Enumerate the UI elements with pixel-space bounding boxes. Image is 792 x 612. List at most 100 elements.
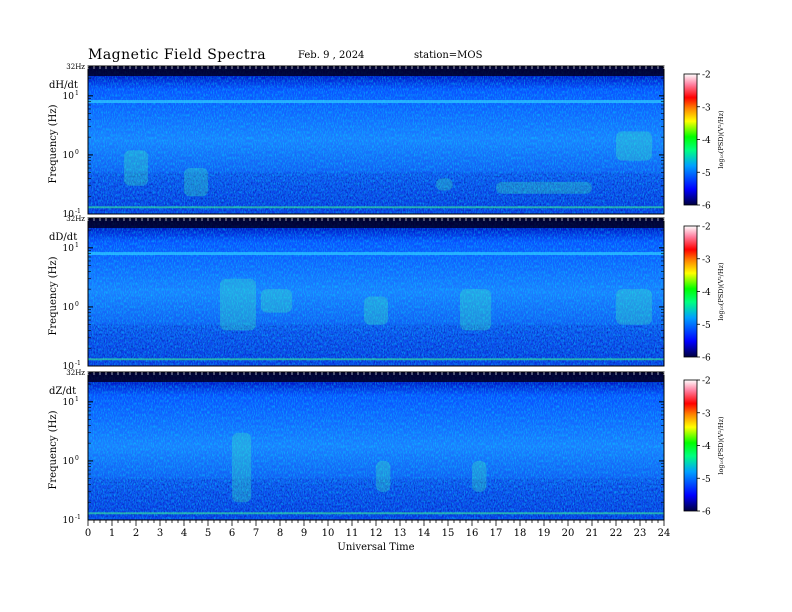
spectral-line-low xyxy=(88,206,664,209)
x-tick-label: 14 xyxy=(418,528,431,539)
colorbar-tick-label: -3 xyxy=(702,255,711,265)
colorbar-tick-label: -5 xyxy=(702,475,711,485)
page-title: Magnetic Field Spectra xyxy=(88,47,267,63)
x-tick-label: 16 xyxy=(466,528,479,539)
colorbar-tick-label: -3 xyxy=(702,103,711,113)
y-tick-label: 10 xyxy=(63,92,75,102)
spectrogram-low-band xyxy=(88,172,664,212)
y-tick-label: 10 xyxy=(63,210,75,220)
y-axis-label: Frequency (Hz) xyxy=(48,256,59,335)
spectral-line-low xyxy=(88,512,664,515)
x-tick-label: 23 xyxy=(634,528,647,539)
activity-patch xyxy=(616,131,652,161)
colorbar-tick-label: -6 xyxy=(702,508,711,518)
y-tick-exponent: 0 xyxy=(75,149,79,156)
x-tick-label: 3 xyxy=(157,528,163,539)
colorbar xyxy=(683,225,698,358)
colorbar-label: log₁₀(PSD)(V²/Hz) xyxy=(717,416,725,475)
spectrogram-top-band xyxy=(88,218,664,228)
colorbar-tick-label: -2 xyxy=(702,377,711,387)
activity-patch xyxy=(232,432,252,503)
colorbar-tick-label: -5 xyxy=(702,169,711,179)
x-tick-label: 4 xyxy=(181,528,187,539)
x-tick-label: 5 xyxy=(205,528,211,539)
y-tick-label: 10 xyxy=(63,303,75,313)
y-tick-exponent: -1 xyxy=(75,360,81,367)
activity-patch xyxy=(472,460,487,492)
top-freq-label: 32Hz xyxy=(66,63,85,71)
y-axis-label: Frequency (Hz) xyxy=(48,104,59,183)
x-tick-label: 6 xyxy=(229,528,235,539)
y-tick-exponent: -1 xyxy=(75,208,81,215)
spectrogram-low-band xyxy=(88,324,664,364)
colorbar-tick-label: -4 xyxy=(702,288,711,298)
activity-patch xyxy=(616,289,652,325)
colorbar-label: log₁₀(PSD)(V²/Hz) xyxy=(717,262,725,321)
activity-patch xyxy=(364,296,388,325)
x-tick-label: 10 xyxy=(322,528,335,539)
x-tick-label: 12 xyxy=(370,528,383,539)
colorbar-tick-label: -2 xyxy=(702,223,711,233)
x-tick-label: 11 xyxy=(346,528,359,539)
y-tick-label: 10 xyxy=(63,244,75,254)
activity-patch xyxy=(260,289,292,313)
spectral-line xyxy=(88,100,664,104)
x-tick-label: 0 xyxy=(85,528,91,539)
activity-patch xyxy=(460,289,492,331)
colorbar-tick-label: -5 xyxy=(702,321,711,331)
y-tick-exponent: 1 xyxy=(75,242,79,249)
colorbar xyxy=(683,379,698,512)
x-tick-label: 19 xyxy=(538,528,551,539)
activity-patch xyxy=(376,460,391,492)
x-tick-label: 18 xyxy=(514,528,527,539)
x-tick-label: 2 xyxy=(133,528,139,539)
panel-label: dH/dt xyxy=(49,80,78,91)
colorbar-label: log₁₀(PSD)(V²/Hz) xyxy=(717,110,725,169)
x-tick-label: 1 xyxy=(109,528,115,539)
x-axis-label: Universal Time xyxy=(337,542,414,553)
x-tick-label: 9 xyxy=(301,528,307,539)
x-tick-label: 20 xyxy=(562,528,575,539)
colorbar-tick-label: -6 xyxy=(702,354,711,364)
spectrogram-top-band xyxy=(88,66,664,76)
activity-patch xyxy=(184,168,208,197)
x-tick-label: 22 xyxy=(610,528,623,539)
spectrogram-top-band xyxy=(88,372,664,382)
y-tick-label: 10 xyxy=(63,516,75,526)
y-tick-exponent: 1 xyxy=(75,396,79,403)
colorbar-tick-label: -3 xyxy=(702,409,711,419)
x-tick-label: 13 xyxy=(394,528,407,539)
x-tick-label: 15 xyxy=(442,528,455,539)
x-tick-label: 8 xyxy=(277,528,283,539)
y-tick-label: 10 xyxy=(63,457,75,467)
top-freq-label: 32Hz xyxy=(66,369,85,377)
y-tick-label: 10 xyxy=(63,398,75,408)
x-tick-label: 24 xyxy=(658,528,671,539)
x-tick-label: 21 xyxy=(586,528,599,539)
station-label: station=MOS xyxy=(414,50,483,61)
y-tick-exponent: -1 xyxy=(75,514,81,521)
top-freq-label: 32Hz xyxy=(66,215,85,223)
spectral-line xyxy=(88,252,664,256)
panel-label: dZ/dt xyxy=(49,386,76,397)
spectrogram-low-band xyxy=(88,478,664,518)
colorbar-tick-label: -2 xyxy=(702,71,711,81)
x-tick-label: 17 xyxy=(490,528,503,539)
y-axis-label: Frequency (Hz) xyxy=(48,410,59,489)
y-tick-exponent: 0 xyxy=(75,301,79,308)
activity-patch xyxy=(124,150,148,186)
colorbar-tick-label: -6 xyxy=(702,202,711,212)
x-tick-label: 7 xyxy=(253,528,259,539)
y-tick-label: 10 xyxy=(63,151,75,161)
panel-label: dD/dt xyxy=(49,232,77,243)
y-tick-label: 10 xyxy=(63,362,75,372)
colorbar-tick-label: -4 xyxy=(702,136,711,146)
y-tick-exponent: 0 xyxy=(75,455,79,462)
y-tick-exponent: 1 xyxy=(75,90,79,97)
colorbar xyxy=(683,73,698,206)
colorbar-tick-label: -4 xyxy=(702,442,711,452)
